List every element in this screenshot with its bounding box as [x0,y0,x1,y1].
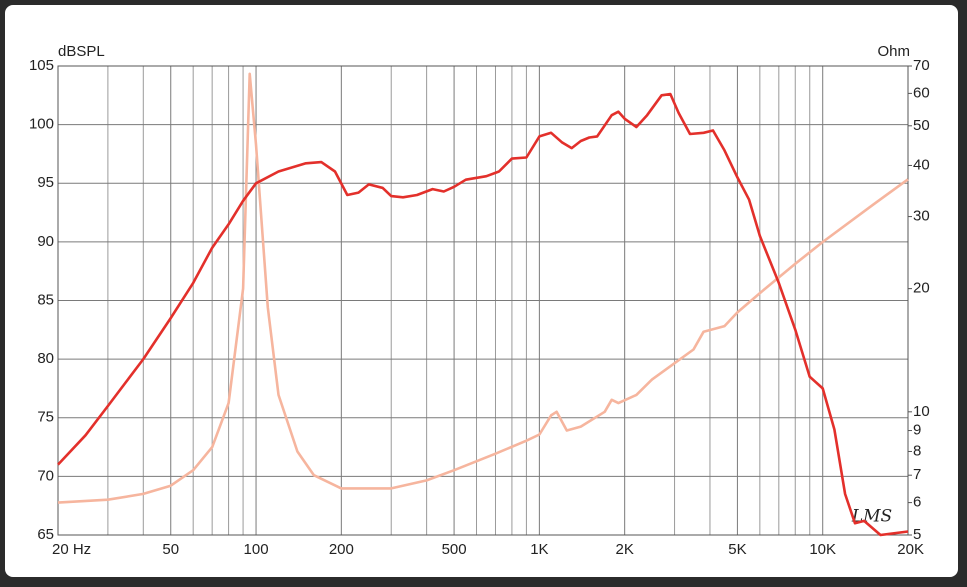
y2-tick-label: 70 [913,57,930,74]
y-tick-label: 85 [37,291,54,308]
x-tick-label: 100 [244,541,269,558]
y-tick-label: 105 [29,57,54,74]
y2-tick-label: 40 [913,156,930,173]
y2-tick-label: 60 [913,84,930,101]
x-tick-label: 20K [897,541,924,558]
x-tick-label: 20 Hz [52,541,91,558]
impedance-line [57,72,909,504]
y2-tick-label: 50 [913,117,930,134]
y2-tick-label: 7 [913,466,921,483]
y-tick-label: 65 [37,526,54,543]
y-tick-label: 100 [29,116,54,133]
x-tick-label: 2K [615,541,633,558]
x-tick-label: 1K [530,541,548,558]
y2-axis-label: Ohm [877,43,910,60]
spl-line [57,92,909,537]
x-tick-label: 10K [809,541,836,558]
y2-tick-label: 8 [913,442,921,459]
y-tick-label: 75 [37,409,54,426]
y-tick-label: 95 [37,174,54,191]
y2-tick-label: 9 [913,422,921,439]
y2-tick-label: 10 [913,403,930,420]
y-tick-label: 70 [37,467,54,484]
y2-tick-label: 30 [913,208,930,225]
x-tick-label: 200 [329,541,354,558]
x-tick-label: 500 [442,541,467,558]
plot-frame [57,65,909,536]
y2-tick-label: 6 [913,494,921,511]
y-tick-label: 90 [37,233,54,250]
x-tick-label: 5K [728,541,746,558]
x-tick-label: 50 [162,541,179,558]
y-tick-label: 80 [37,350,54,367]
y-axis-label: dBSPL [58,43,105,60]
y2-tick-label: 20 [913,280,930,297]
y2-tick-label: 5 [913,526,921,543]
